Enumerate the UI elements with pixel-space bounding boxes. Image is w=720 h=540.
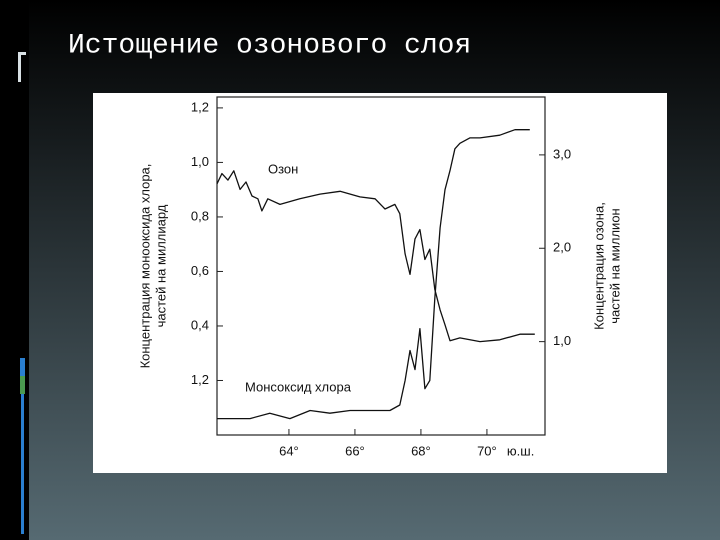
- y2-tick-label: 2,0: [553, 240, 571, 255]
- chart-panel: [93, 93, 667, 473]
- x-tick-label: 68°: [411, 443, 431, 458]
- y-tick-label: 1,2: [191, 99, 209, 114]
- x-unit-label: ю.ш.: [507, 443, 534, 458]
- y-tick-label: 1,0: [191, 154, 209, 169]
- side-decoration: [21, 394, 24, 534]
- annotation: Монсоксид хлора: [245, 379, 352, 394]
- y2-tick-label: 3,0: [553, 146, 571, 161]
- y-tick-label: 0,4: [191, 317, 209, 332]
- y-tick-label: 0,8: [191, 208, 209, 223]
- side-strip: [0, 0, 29, 540]
- data-line: [216, 170, 535, 343]
- plot: 1,2 0,4 0,6 0,8 1,0 1,2 1,0 2,0 3,0 64° 66° 68° 70° ю…: [137, 99, 622, 458]
- y-axis-label: частей на миллиард: [153, 204, 168, 327]
- y-axis-label: Концентрация монооксида хлора,: [137, 164, 152, 369]
- y-tick-label: 0,6: [191, 263, 209, 278]
- x-tick-label: 70°: [477, 443, 497, 458]
- side-decoration: [21, 55, 26, 82]
- data-line: [217, 129, 530, 420]
- annotation: Озон: [268, 161, 298, 176]
- x-tick-label: 66°: [345, 443, 365, 458]
- side-decoration: [20, 376, 25, 394]
- y2-axis-label: Концентрация озона,: [591, 202, 606, 330]
- plot-frame: [216, 96, 546, 436]
- y-tick-label: 1,2: [191, 372, 209, 387]
- side-decoration: [20, 358, 25, 376]
- slide-title: Истощение озонового слоя: [68, 30, 471, 61]
- y2-tick-label: 1,0: [553, 333, 571, 348]
- x-tick-label: 64°: [279, 443, 299, 458]
- y2-axis-label: частей на миллион: [607, 208, 622, 323]
